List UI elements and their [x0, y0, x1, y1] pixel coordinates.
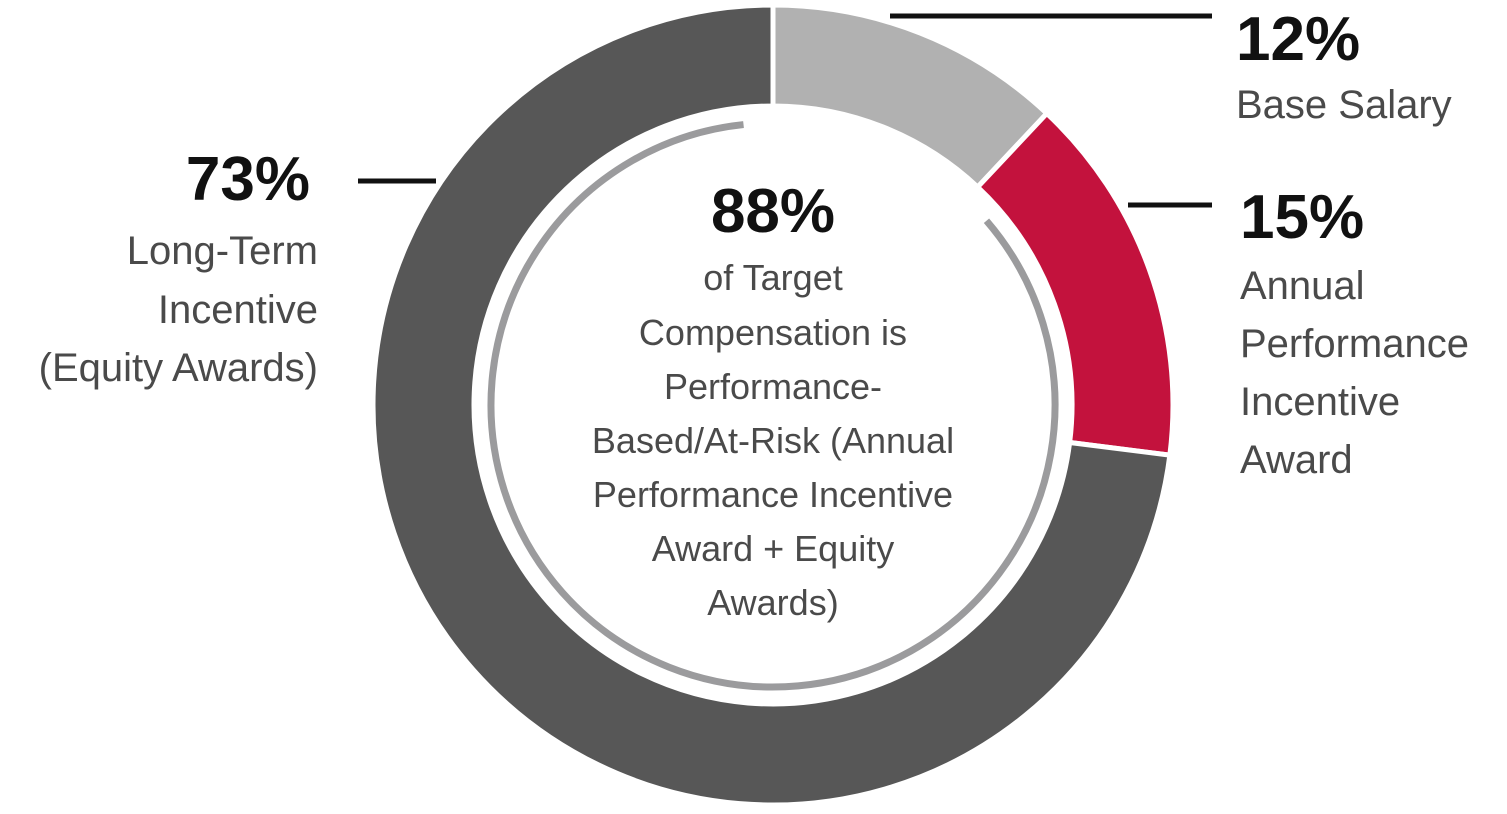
center-text-line-2: Compensation is [639, 312, 907, 353]
center-text-line-4: Based/At-Risk (Annual [592, 420, 954, 461]
slice-label-annual-incentive: 15% Annual Performance Incentive Award [1240, 183, 1469, 482]
center-text-line-6: Award + Equity [652, 528, 894, 569]
slice-value-annual-incentive: 15% [1240, 183, 1364, 252]
center-text-line-7: Awards) [707, 582, 838, 623]
slice-value-base-salary: 12% [1236, 5, 1360, 74]
slice-name-annual-incentive-line-1: Annual [1240, 264, 1365, 308]
slice-name-long-term-incentive-line-1: Long-Term [127, 229, 318, 273]
slice-name-annual-incentive-line-4: Award [1240, 438, 1353, 482]
center-text-line-1: of Target [703, 257, 842, 298]
slice-name-long-term-incentive-line-2: Incentive [158, 288, 318, 332]
center-annotation: 88% of Target Compensation is Performanc… [592, 177, 954, 623]
slice-label-long-term-incentive: 73% Long-Term Incentive (Equity Awards) [39, 145, 318, 390]
leader-lines [358, 13, 1212, 208]
slice-name-annual-incentive-line-2: Performance [1240, 322, 1469, 366]
slice-value-long-term-incentive: 73% [186, 145, 310, 214]
performance-based-arc-line [487, 121, 1059, 691]
slice-name-base-salary: Base Salary [1236, 83, 1452, 127]
slice-name-long-term-incentive-line-3: (Equity Awards) [39, 346, 318, 390]
donut-hole [473, 105, 1073, 705]
performance-based-arc [487, 121, 1059, 691]
center-text-line-5: Performance Incentive [593, 474, 953, 515]
donut-slices [370, 2, 1176, 808]
slice-name-annual-incentive-line-3: Incentive [1240, 380, 1400, 424]
slice-label-base-salary: 12% Base Salary [1236, 5, 1452, 127]
center-value: 88% [711, 177, 835, 246]
center-text-line-3: Performance- [664, 366, 882, 407]
